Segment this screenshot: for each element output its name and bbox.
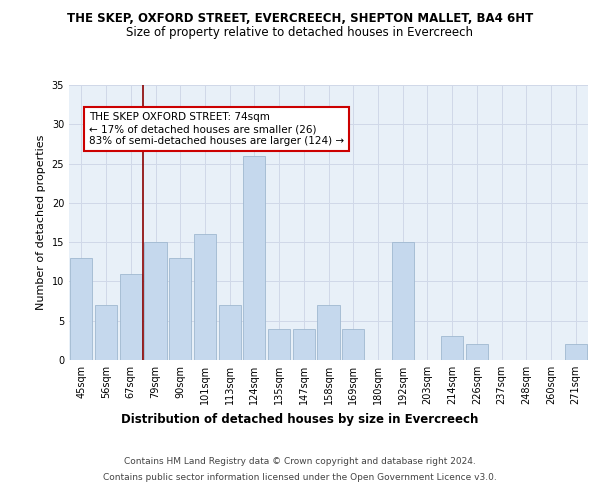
Bar (466, 344, 488, 360)
Bar (119, 274, 142, 360)
Bar (293, 328, 315, 360)
Bar (169, 258, 191, 360)
Text: THE SKEP OXFORD STREET: 74sqm
← 17% of detached houses are smaller (26)
83% of s: THE SKEP OXFORD STREET: 74sqm ← 17% of d… (89, 112, 344, 146)
Bar (95, 305, 117, 360)
Bar (268, 328, 290, 360)
Text: Contains HM Land Registry data © Crown copyright and database right 2024.: Contains HM Land Registry data © Crown c… (124, 458, 476, 466)
Bar (342, 328, 364, 360)
Bar (565, 344, 587, 360)
Bar (243, 156, 265, 360)
Text: Contains public sector information licensed under the Open Government Licence v3: Contains public sector information licen… (103, 472, 497, 482)
Bar (441, 336, 463, 360)
Bar (317, 305, 340, 360)
Text: Distribution of detached houses by size in Evercreech: Distribution of detached houses by size … (121, 412, 479, 426)
Y-axis label: Number of detached properties: Number of detached properties (36, 135, 46, 310)
Bar (218, 305, 241, 360)
Bar (194, 234, 216, 360)
Text: Size of property relative to detached houses in Evercreech: Size of property relative to detached ho… (127, 26, 473, 39)
Bar (145, 242, 167, 360)
Bar (70, 258, 92, 360)
Bar (392, 242, 414, 360)
Text: THE SKEP, OXFORD STREET, EVERCREECH, SHEPTON MALLET, BA4 6HT: THE SKEP, OXFORD STREET, EVERCREECH, SHE… (67, 12, 533, 26)
